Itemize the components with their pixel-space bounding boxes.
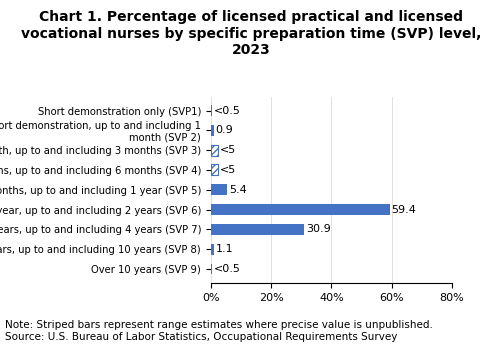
Text: 0.9: 0.9	[215, 125, 232, 135]
Bar	[210, 105, 211, 116]
Text: <0.5: <0.5	[213, 106, 240, 116]
Bar	[210, 145, 218, 156]
Bar	[210, 244, 214, 255]
Bar	[210, 125, 213, 136]
Text: <5: <5	[220, 145, 236, 155]
Text: <5: <5	[220, 165, 236, 175]
Text: Note: Striped bars represent range estimates where precise value is unpublished.: Note: Striped bars represent range estim…	[5, 320, 432, 342]
Text: <0.5: <0.5	[213, 264, 240, 274]
Bar	[210, 224, 303, 235]
Bar	[210, 165, 218, 175]
Bar	[210, 264, 211, 274]
Text: 1.1: 1.1	[215, 244, 233, 254]
Bar	[210, 165, 218, 175]
Bar	[210, 184, 226, 195]
Bar	[210, 204, 389, 215]
Text: 5.4: 5.4	[228, 185, 246, 195]
Text: 59.4: 59.4	[391, 205, 416, 215]
Text: 30.9: 30.9	[305, 224, 330, 234]
Text: Chart 1. Percentage of licensed practical and licensed
vocational nurses by spec: Chart 1. Percentage of licensed practica…	[21, 10, 480, 57]
Bar	[210, 145, 218, 156]
